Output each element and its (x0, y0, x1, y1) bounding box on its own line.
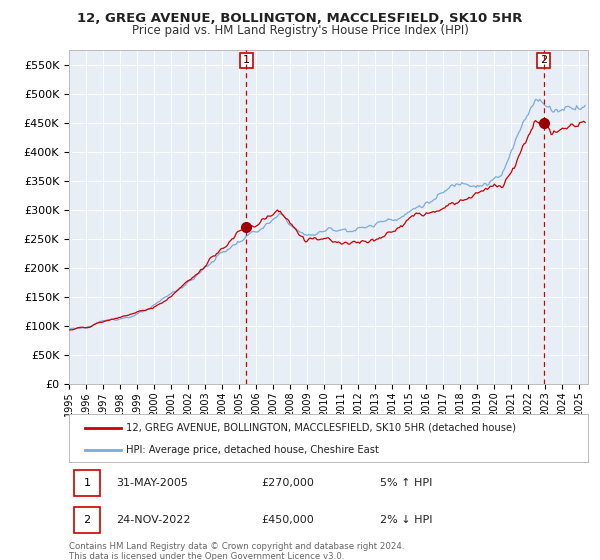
FancyBboxPatch shape (74, 470, 100, 496)
FancyBboxPatch shape (74, 507, 100, 533)
Text: 2% ↓ HPI: 2% ↓ HPI (380, 515, 433, 525)
Text: 12, GREG AVENUE, BOLLINGTON, MACCLESFIELD, SK10 5HR: 12, GREG AVENUE, BOLLINGTON, MACCLESFIEL… (77, 12, 523, 25)
Text: 24-NOV-2022: 24-NOV-2022 (116, 515, 190, 525)
Text: 5% ↑ HPI: 5% ↑ HPI (380, 478, 433, 488)
Text: £270,000: £270,000 (261, 478, 314, 488)
Text: 2: 2 (83, 515, 91, 525)
Text: 1: 1 (243, 55, 250, 66)
Text: Contains HM Land Registry data © Crown copyright and database right 2024.
This d: Contains HM Land Registry data © Crown c… (69, 542, 404, 560)
Text: Price paid vs. HM Land Registry's House Price Index (HPI): Price paid vs. HM Land Registry's House … (131, 24, 469, 36)
Text: £450,000: £450,000 (261, 515, 314, 525)
Text: 31-MAY-2005: 31-MAY-2005 (116, 478, 188, 488)
Text: 1: 1 (83, 478, 91, 488)
Text: HPI: Average price, detached house, Cheshire East: HPI: Average price, detached house, Ches… (126, 445, 379, 455)
Text: 12, GREG AVENUE, BOLLINGTON, MACCLESFIELD, SK10 5HR (detached house): 12, GREG AVENUE, BOLLINGTON, MACCLESFIEL… (126, 423, 516, 433)
Text: 2: 2 (540, 55, 547, 66)
